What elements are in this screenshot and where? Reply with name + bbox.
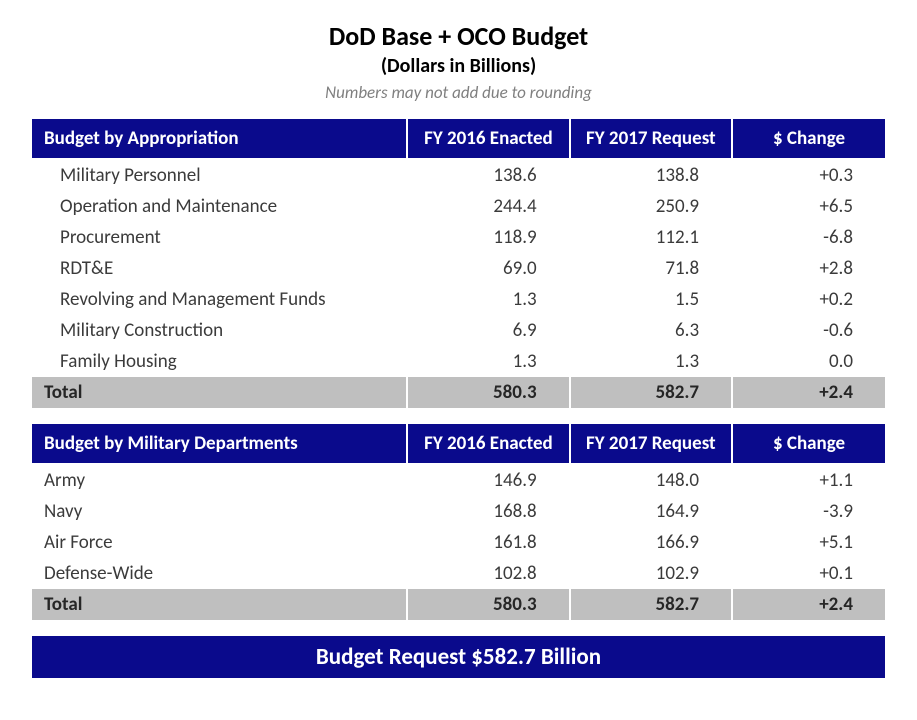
row-value: 580.3 bbox=[407, 377, 569, 408]
col-header: Budget by Military Departments bbox=[31, 423, 407, 464]
row-label: Military Construction bbox=[31, 315, 407, 346]
row-value: +2.4 bbox=[732, 377, 886, 408]
table-header-row: Budget by Military Departments FY 2016 E… bbox=[31, 423, 886, 464]
row-value: 1.3 bbox=[407, 284, 569, 315]
row-label: Operation and Maintenance bbox=[31, 191, 407, 222]
col-header: FY 2016 Enacted bbox=[407, 118, 569, 159]
row-value: 250.9 bbox=[570, 191, 732, 222]
row-label: Revolving and Management Funds bbox=[31, 284, 407, 315]
row-value: -3.9 bbox=[732, 496, 886, 527]
row-value: +0.1 bbox=[732, 558, 886, 589]
page-subtitle: (Dollars in Billions) bbox=[30, 54, 887, 78]
row-label: Total bbox=[31, 589, 407, 620]
table-row: Revolving and Management Funds 1.3 1.5 +… bbox=[31, 284, 886, 315]
row-value: 0.0 bbox=[732, 346, 886, 377]
table-row: Military Construction 6.9 6.3 -0.6 bbox=[31, 315, 886, 346]
total-row: Total 580.3 582.7 +2.4 bbox=[31, 377, 886, 408]
row-label: Procurement bbox=[31, 222, 407, 253]
col-header: $ Change bbox=[732, 118, 886, 159]
table-row: RDT&E 69.0 71.8 +2.8 bbox=[31, 253, 886, 284]
table-header-row: Budget by Appropriation FY 2016 Enacted … bbox=[31, 118, 886, 159]
row-value: -0.6 bbox=[732, 315, 886, 346]
row-value: 112.1 bbox=[570, 222, 732, 253]
row-value: 582.7 bbox=[570, 377, 732, 408]
row-value: 582.7 bbox=[570, 589, 732, 620]
col-header: $ Change bbox=[732, 423, 886, 464]
row-value: 168.8 bbox=[407, 496, 569, 527]
table-row: Procurement 118.9 112.1 -6.8 bbox=[31, 222, 886, 253]
row-value: +1.1 bbox=[732, 464, 886, 496]
footer-bar: Budget Request $582.7 Billion bbox=[30, 634, 887, 680]
table-row: Operation and Maintenance 244.4 250.9 +6… bbox=[31, 191, 886, 222]
row-label: Family Housing bbox=[31, 346, 407, 377]
row-value: 6.9 bbox=[407, 315, 569, 346]
page-caption: Numbers may not add due to rounding bbox=[30, 82, 887, 103]
row-value: 138.8 bbox=[570, 159, 732, 191]
row-label: Military Personnel bbox=[31, 159, 407, 191]
row-value: 1.5 bbox=[570, 284, 732, 315]
row-label: Navy bbox=[31, 496, 407, 527]
row-value: +2.4 bbox=[732, 589, 886, 620]
row-label: Air Force bbox=[31, 527, 407, 558]
row-value: 1.3 bbox=[570, 346, 732, 377]
row-value: 580.3 bbox=[407, 589, 569, 620]
table-row: Military Personnel 138.6 138.8 +0.3 bbox=[31, 159, 886, 191]
col-header: FY 2017 Request bbox=[570, 118, 732, 159]
row-value: 166.9 bbox=[570, 527, 732, 558]
row-value: -6.8 bbox=[732, 222, 886, 253]
row-value: 1.3 bbox=[407, 346, 569, 377]
page-title: DoD Base + OCO Budget bbox=[30, 20, 887, 52]
col-header: Budget by Appropriation bbox=[31, 118, 407, 159]
table-row: Air Force 161.8 166.9 +5.1 bbox=[31, 527, 886, 558]
appropriation-table: Budget by Appropriation FY 2016 Enacted … bbox=[30, 117, 887, 408]
row-value: 6.3 bbox=[570, 315, 732, 346]
row-value: 69.0 bbox=[407, 253, 569, 284]
row-value: +6.5 bbox=[732, 191, 886, 222]
row-label: Army bbox=[31, 464, 407, 496]
row-value: 148.0 bbox=[570, 464, 732, 496]
row-label: RDT&E bbox=[31, 253, 407, 284]
row-value: 102.9 bbox=[570, 558, 732, 589]
row-value: 164.9 bbox=[570, 496, 732, 527]
col-header: FY 2017 Request bbox=[570, 423, 732, 464]
row-value: 244.4 bbox=[407, 191, 569, 222]
total-row: Total 580.3 582.7 +2.4 bbox=[31, 589, 886, 620]
col-header: FY 2016 Enacted bbox=[407, 423, 569, 464]
row-value: 146.9 bbox=[407, 464, 569, 496]
row-value: +0.2 bbox=[732, 284, 886, 315]
row-label: Total bbox=[31, 377, 407, 408]
row-value: 102.8 bbox=[407, 558, 569, 589]
table-row: Army 146.9 148.0 +1.1 bbox=[31, 464, 886, 496]
row-label: Defense-Wide bbox=[31, 558, 407, 589]
row-value: +0.3 bbox=[732, 159, 886, 191]
row-value: 161.8 bbox=[407, 527, 569, 558]
table-row: Navy 168.8 164.9 -3.9 bbox=[31, 496, 886, 527]
row-value: +5.1 bbox=[732, 527, 886, 558]
row-value: 138.6 bbox=[407, 159, 569, 191]
row-value: 71.8 bbox=[570, 253, 732, 284]
title-block: DoD Base + OCO Budget (Dollars in Billio… bbox=[30, 20, 887, 103]
table-row: Family Housing 1.3 1.3 0.0 bbox=[31, 346, 886, 377]
row-value: 118.9 bbox=[407, 222, 569, 253]
table-row: Defense-Wide 102.8 102.9 +0.1 bbox=[31, 558, 886, 589]
departments-table: Budget by Military Departments FY 2016 E… bbox=[30, 422, 887, 620]
row-value: +2.8 bbox=[732, 253, 886, 284]
